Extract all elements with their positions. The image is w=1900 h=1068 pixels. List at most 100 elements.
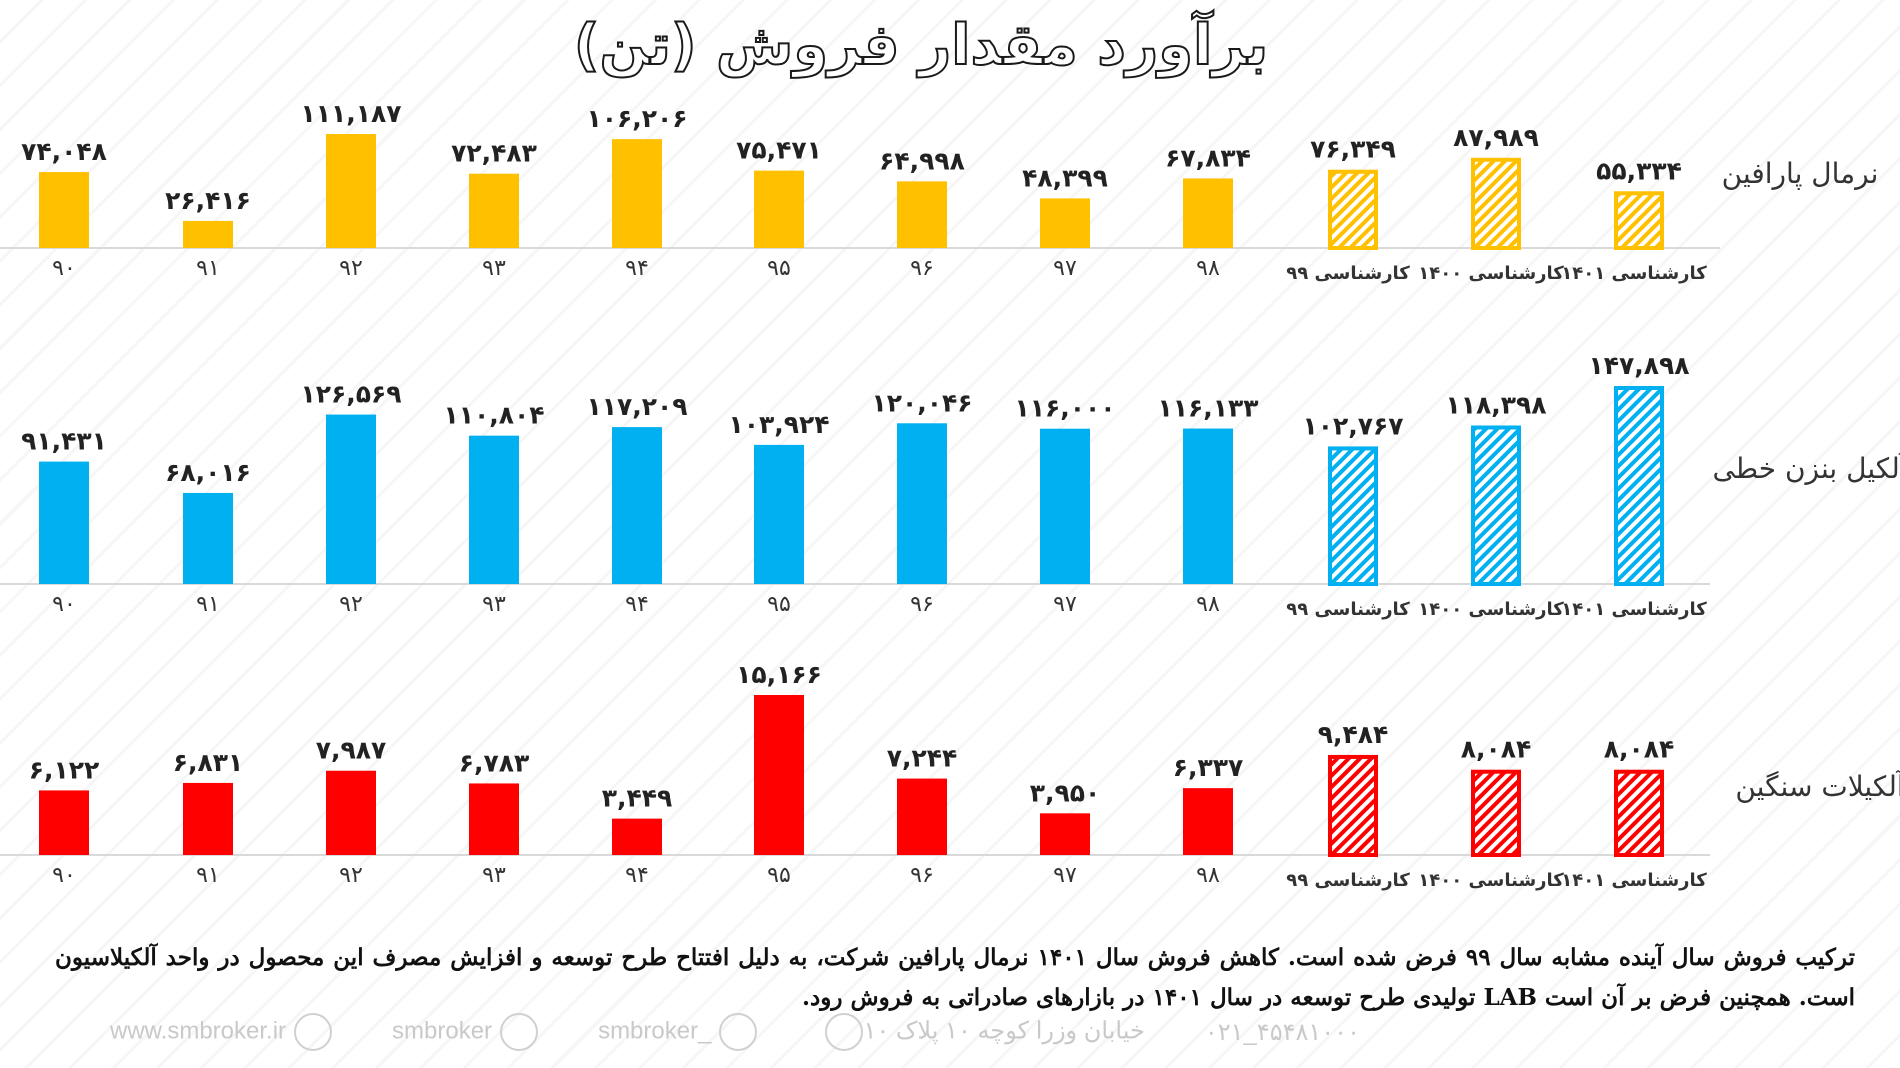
bar [754, 695, 804, 855]
data-label: ۷۲,۴۸۳ [451, 139, 537, 168]
tick-label: ۹۶ [910, 863, 934, 888]
tick-label: کارشناسی ۱۴۰۰ [1418, 599, 1564, 620]
tick-label: کارشناسی ۱۴۰۱ [1561, 263, 1707, 284]
bar [469, 173, 519, 248]
bar-forecast [1614, 386, 1664, 586]
data-label: ۳,۴۴۹ [602, 784, 673, 813]
tick-label: ۹۶ [910, 592, 934, 617]
chart-title: برآورد مقدار فروش (تن) [573, 12, 1269, 79]
data-label: ۱۱۶,۰۰۰ [1014, 394, 1115, 423]
footer-phone: ۰۲۱_۴۵۴۸۱۰۰۰ [1204, 1018, 1360, 1046]
data-label: ۱۲۶,۵۶۹ [300, 380, 401, 409]
bar [39, 172, 89, 248]
bar [1040, 198, 1090, 248]
chart-panel-1: نرمال پارافین ۷۴,۰۴۸ ۹۰ ۲۶,۴۱۶ ۹۱ ۱۱۱,۱۸۷ ۹۲ ۷۲… [0, 99, 1878, 284]
data-label: ۹,۴۸۴ [1318, 720, 1389, 749]
data-label: ۴۸,۳۹۹ [1022, 163, 1108, 192]
tick-label: کارشناسی ۱۴۰۰ [1418, 263, 1564, 284]
data-label: ۷,۲۴۴ [887, 744, 958, 773]
data-label: ۸۷,۹۸۹ [1453, 123, 1539, 152]
data-label: ۷,۹۸۷ [316, 736, 387, 765]
data-label: ۱۱۱,۱۸۷ [300, 99, 401, 128]
tick-label: ۹۸ [1196, 592, 1220, 617]
series-label: آلکیل بنزن خطی [1712, 452, 1900, 485]
data-label: ۱۱۷,۲۰۹ [586, 392, 687, 421]
tick-label: ۹۶ [910, 256, 934, 281]
bar [1183, 178, 1233, 248]
bar [39, 790, 89, 855]
bar-forecast [1328, 754, 1378, 858]
data-label: ۷۵,۴۷۱ [736, 136, 822, 165]
tick-label: ۹۰ [52, 256, 76, 281]
footer-instagram: smbroker [392, 1013, 539, 1051]
tick-label: کارشناسی ۱۴۰۱ [1561, 870, 1707, 891]
data-label: ۹۱,۴۳۱ [21, 427, 107, 456]
data-label: ۶,۷۸۳ [459, 748, 530, 777]
tick-label: ۹۱ [196, 592, 220, 617]
bar [897, 181, 947, 248]
footer-website: www.smbroker.ir [110, 1013, 333, 1051]
bar-forecast [1328, 169, 1378, 250]
bar [754, 170, 804, 248]
data-label: ۱۵,۱۶۶ [736, 660, 822, 689]
tick-label: ۹۰ [52, 592, 76, 617]
chart-panel-2: آلکیل بنزن خطی ۹۱,۴۳۱ ۹۰ ۶۸,۰۱۶ ۹۱ ۱۲۶,۵۶۹ ۹۲ ۱… [0, 351, 1900, 620]
tick-label: ۹۲ [339, 256, 363, 281]
tick-label: ۹۱ [196, 256, 220, 281]
tick-label: ۹۷ [1053, 863, 1077, 888]
tick-label: ۹۵ [767, 256, 791, 281]
data-label: ۸,۰۸۴ [1604, 735, 1675, 764]
bar [326, 770, 376, 855]
tick-label: ۹۳ [482, 592, 506, 617]
data-label: ۶,۱۲۲ [29, 755, 100, 784]
tick-label: ۹۴ [625, 256, 649, 281]
tick-label: ۹۲ [339, 863, 363, 888]
data-label: ۶,۸۳۱ [173, 748, 244, 777]
data-label: ۱۴۷,۸۹۸ [1588, 351, 1689, 380]
bar [897, 423, 947, 584]
data-label: ۳,۹۵۰ [1030, 778, 1101, 807]
bar-forecast [1471, 157, 1521, 250]
chart-title-box: برآورد مقدار فروش (تن) [573, 12, 1267, 79]
tick-label: ۹۷ [1053, 592, 1077, 617]
tick-label: ۹۳ [482, 863, 506, 888]
data-label: ۱۰۲,۷۶۷ [1302, 411, 1403, 440]
tick-label: کارشناسی ۱۴۰۱ [1561, 599, 1707, 620]
data-label: ۶۸,۰۱۶ [165, 458, 251, 487]
bar [612, 139, 662, 248]
bar [469, 435, 519, 584]
tick-label: ۹۰ [52, 863, 76, 888]
footer-address: خیابان وزرا کوچه ۱۰ پلاک ۱۰ [817, 1013, 1145, 1051]
tick-label: ۹۴ [625, 863, 649, 888]
series-label: آلکیلات سنگین [1735, 770, 1900, 803]
data-label: ۸,۰۸۴ [1461, 735, 1532, 764]
data-label: ۶۴,۹۹۸ [879, 146, 965, 175]
tick-label: کارشناسی ۱۴۰۰ [1418, 870, 1564, 891]
chart-panel-3: آلکیلات سنگین ۶,۱۲۲ ۹۰ ۶,۸۳۱ ۹۱ ۷,۹۸۷ ۹۲ ۶,۷۸۳ ۹… [0, 660, 1900, 891]
bar [1040, 813, 1090, 855]
tick-label: ۹۵ [767, 592, 791, 617]
instagram-icon [500, 1013, 539, 1051]
data-label: ۶۷,۸۳۴ [1165, 143, 1251, 172]
bar-forecast [1471, 769, 1521, 857]
bar [183, 220, 233, 248]
bar [612, 427, 662, 584]
bar [183, 492, 233, 584]
data-label: ۶,۳۳۷ [1173, 753, 1244, 782]
tick-label: ۹۴ [625, 592, 649, 617]
data-label: ۷۴,۰۴۸ [21, 137, 107, 166]
tick-label: ۹۸ [1196, 863, 1220, 888]
bar-forecast [1614, 191, 1664, 251]
bar [326, 414, 376, 584]
bar [326, 134, 376, 248]
bar [469, 783, 519, 855]
bar-forecast [1471, 425, 1521, 586]
data-label: ۷۶,۳۴۹ [1310, 135, 1396, 164]
data-label: ۱۱۰,۸۰۴ [443, 401, 544, 430]
bar [1183, 428, 1233, 584]
bar-forecast [1614, 769, 1664, 857]
bar [1040, 428, 1090, 584]
data-label: ۱۱۸,۳۹۸ [1445, 390, 1546, 419]
